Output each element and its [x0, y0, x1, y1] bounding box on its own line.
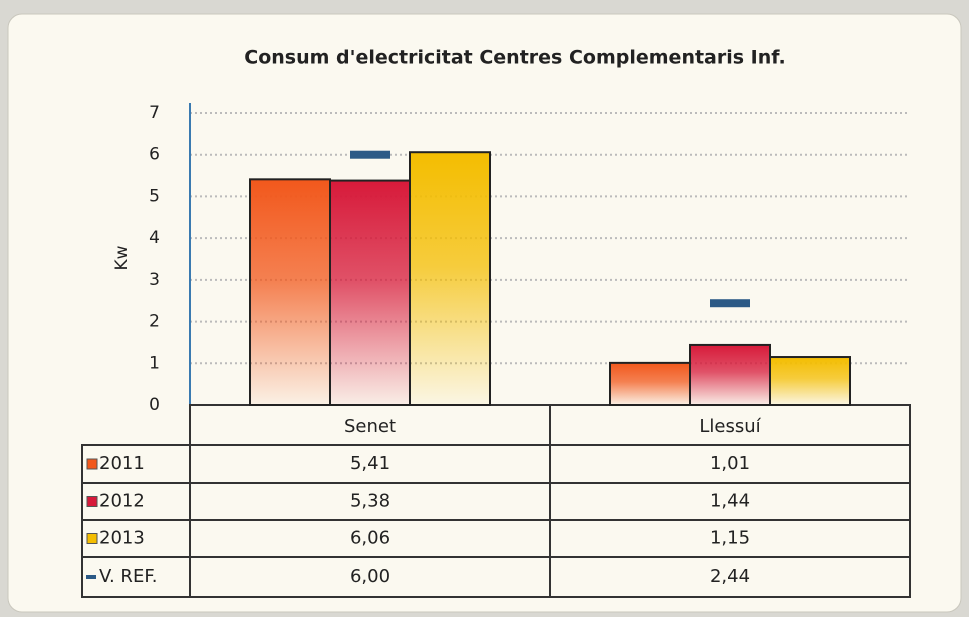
- legend-label: 2011: [99, 453, 145, 474]
- bar: [329, 179, 411, 406]
- chart-title: Consum d'electricitat Centres Complement…: [244, 47, 785, 69]
- legend-swatch: [86, 533, 98, 544]
- y-axis-label: Kw: [112, 245, 132, 270]
- x-tick-label: Senet: [344, 416, 396, 437]
- legend-swatch: [86, 496, 98, 507]
- y-tick-label: 2: [149, 312, 160, 332]
- reference-marker: [710, 299, 750, 308]
- legend-swatch: [86, 575, 96, 579]
- y-tick-label: 3: [149, 270, 160, 290]
- legend-swatch: [86, 458, 98, 470]
- bar: [769, 356, 851, 406]
- legend-label: V. REF.: [99, 566, 158, 587]
- legend-label: 2013: [99, 528, 145, 549]
- y-tick-label: 6: [149, 145, 160, 165]
- table-value: 1,44: [710, 491, 750, 512]
- y-tick-label: 4: [149, 228, 160, 248]
- y-tick-label: 0: [149, 395, 160, 415]
- y-tick-label: 1: [149, 353, 160, 373]
- legend-label: 2012: [99, 491, 145, 512]
- x-tick-label: Llessuí: [699, 416, 761, 437]
- bar: [609, 361, 691, 406]
- table-value: 1,01: [710, 453, 750, 474]
- bar: [689, 343, 771, 406]
- table-value: 5,38: [350, 491, 390, 512]
- table-value: 5,41: [350, 453, 390, 474]
- bar: [249, 178, 331, 406]
- table-value: 1,15: [710, 528, 750, 549]
- y-tick-label: 5: [149, 186, 160, 206]
- table-value: 2,44: [710, 566, 750, 587]
- y-tick-label: 7: [149, 103, 160, 123]
- reference-marker: [350, 150, 390, 159]
- table-value: 6,00: [350, 566, 390, 587]
- bar: [409, 151, 491, 406]
- table-value: 6,06: [350, 528, 390, 549]
